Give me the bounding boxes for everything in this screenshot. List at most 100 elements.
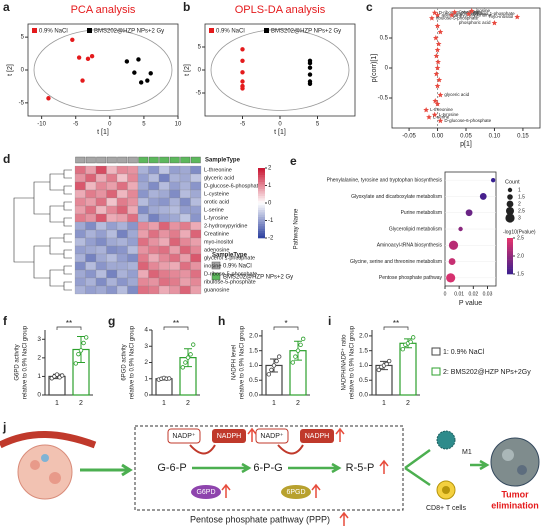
point — [307, 60, 313, 66]
heat-cell — [127, 237, 139, 247]
legend-swatch — [211, 272, 221, 281]
x-tick-label: 5 — [142, 122, 146, 128]
bubble — [490, 177, 496, 183]
heat-cell — [74, 189, 86, 199]
group-bar — [169, 156, 180, 164]
size-key — [506, 207, 514, 215]
heat-cell — [116, 285, 128, 295]
arrow — [80, 463, 133, 477]
colorbar-step — [507, 248, 513, 251]
heat-cell — [116, 181, 128, 191]
y-axis-label: relative to 0.9% NaCl group — [23, 325, 29, 399]
y-tick-label: Pentose phosphate pathway — [379, 275, 443, 281]
dendrogram — [13, 169, 72, 291]
outcome: elimination — [491, 500, 539, 510]
colorbar-step — [258, 214, 265, 218]
heat-cell — [95, 237, 107, 247]
data-point — [180, 365, 185, 370]
legend-label: 1: 0.9% NaCl — [443, 349, 485, 356]
colorbar-step — [507, 268, 513, 271]
y-tick-label: 0 — [37, 392, 41, 399]
confidence-ellipse — [210, 29, 350, 111]
colorbar-step — [258, 228, 265, 232]
point — [80, 78, 85, 83]
colorbar-step — [258, 198, 265, 201]
y-tick-label: Glycerolipid metabolism — [389, 226, 442, 232]
y-tick-label: Aminoacyl-tRNA biosynthesis — [377, 243, 443, 249]
heat-cell — [127, 165, 139, 175]
bubble — [479, 193, 487, 200]
colorbar-step — [258, 175, 265, 178]
y-tick-label: 1.0 — [249, 362, 258, 369]
heat-cell — [158, 229, 170, 239]
point — [432, 98, 439, 104]
heat-cell — [148, 237, 160, 247]
point — [240, 86, 245, 91]
heat-cell — [95, 221, 107, 231]
pathway-name: Pentose phosphate pathway (PPP) — [190, 514, 330, 524]
panel-letter: b — [183, 0, 190, 14]
heat-cell — [85, 269, 97, 279]
data-point — [400, 347, 405, 352]
heat-cell — [158, 269, 170, 279]
colorbar-label: 1.5 — [517, 271, 524, 277]
heat-cell — [169, 205, 181, 215]
colorbar-step — [258, 191, 265, 194]
heat-cell — [169, 173, 181, 183]
point — [307, 72, 313, 77]
point-label: inosine — [476, 8, 491, 13]
blood-vessel — [0, 431, 97, 449]
heat-cell — [137, 245, 149, 255]
legend-swatch — [32, 28, 37, 33]
colorbar-step — [258, 205, 265, 208]
group-bar — [106, 156, 117, 164]
y-axis-label: NADPH level — [232, 345, 238, 380]
data-point — [78, 348, 84, 353]
heat-cell — [74, 245, 86, 255]
legend-title: SampleType — [212, 253, 248, 259]
heat-cell — [95, 197, 107, 207]
x-tick-label: 0.05 — [460, 134, 472, 140]
metabolite: 6-P-G — [253, 462, 282, 474]
group-bar — [127, 156, 138, 164]
x-tick-label: 0.02 — [468, 291, 478, 297]
data-point — [295, 348, 301, 353]
data-point — [60, 373, 65, 378]
heat-cell — [190, 285, 202, 295]
point — [426, 114, 432, 120]
point-label: myo-inositol — [489, 14, 513, 19]
heat-cell — [179, 229, 191, 239]
heat-cell — [179, 221, 191, 231]
heat-cell — [95, 253, 107, 263]
x-tick-label: 5 — [316, 122, 320, 128]
x-tick-label: 2 — [79, 400, 83, 407]
size-key — [507, 194, 513, 200]
heat-cell — [179, 173, 191, 183]
point — [46, 96, 51, 101]
bubble — [465, 209, 473, 217]
heat-cell — [106, 181, 118, 191]
plot-frame — [204, 23, 356, 117]
bubble — [458, 226, 463, 232]
data-point — [83, 335, 89, 340]
heat-cell — [158, 277, 170, 287]
x-tick-label: 0 — [444, 291, 447, 297]
heat-cell — [106, 285, 118, 295]
y-tick-label: 0.5 — [249, 377, 258, 384]
point-label: 2-hydroxypyridine — [456, 12, 492, 17]
y-tick-label: Phenylalanine, tyrosine and tryptophan b… — [327, 177, 443, 183]
y-tick-label: 0.5 — [359, 377, 368, 384]
row-label: L-serine — [204, 207, 224, 213]
y-tick-label: 2 — [37, 355, 41, 362]
colorbar-step — [258, 219, 265, 222]
heat-cell — [74, 269, 86, 279]
heat-cell — [74, 221, 86, 231]
row-label: guanosine — [204, 287, 229, 293]
colorbar-step — [258, 221, 265, 225]
x-tick-label: 0 — [108, 122, 112, 128]
heat-cell — [74, 197, 86, 207]
colorbar-step — [258, 189, 265, 192]
heat-cell — [169, 189, 181, 199]
heat-cell — [95, 181, 107, 191]
heat-cell — [169, 245, 181, 255]
